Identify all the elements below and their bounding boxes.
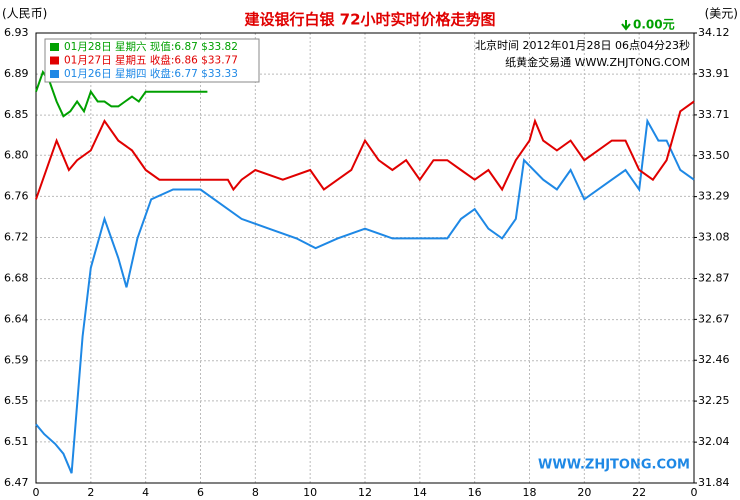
x-tick-label: 2 — [87, 486, 94, 499]
legend-label: 01月27日 星期五 收盘:6.86 $33.77 — [64, 54, 238, 67]
y2-tick-label: 33.29 — [698, 190, 730, 203]
change-annotation: 0.00元 — [633, 18, 675, 32]
series-line — [35, 100, 695, 200]
x-tick-label: 16 — [468, 486, 482, 499]
y-tick-label: 6.93 — [4, 26, 29, 39]
legend-swatch — [50, 56, 59, 65]
y2-tick-label: 34.12 — [698, 26, 730, 39]
x-tick-label: 0 — [33, 486, 40, 499]
y-tick-label: 6.59 — [4, 354, 29, 367]
y-tick-label: 6.64 — [4, 313, 29, 326]
x-tick-label: 20 — [577, 486, 591, 499]
y-tick-label: 6.47 — [4, 476, 29, 489]
y2-tick-label: 31.84 — [698, 476, 730, 489]
y-tick-label: 6.68 — [4, 272, 29, 285]
series-line — [35, 117, 695, 474]
y-tick-label: 6.85 — [4, 108, 29, 121]
y-tick-label: 6.80 — [4, 148, 29, 161]
y-tick-label: 6.76 — [4, 189, 29, 202]
x-tick-label: 18 — [523, 486, 537, 499]
x-tick-label: 8 — [252, 486, 259, 499]
legend-box — [44, 38, 260, 83]
legend-swatch — [50, 70, 59, 78]
y-axis-label: (人民币) — [2, 7, 47, 21]
y-tick-label: 6.89 — [4, 67, 29, 80]
legend-label: 01月28日 星期六 现值:6.87 $33.82 — [64, 40, 238, 53]
y-tick-label: 6.51 — [4, 435, 29, 448]
x-tick-label: 0 — [691, 486, 698, 499]
down-arrow — [621, 20, 631, 31]
y-tick-label: 6.72 — [4, 230, 29, 243]
plot-border — [35, 32, 695, 484]
chart-title: 建设银行白银 72小时实时价格走势图 — [244, 11, 495, 29]
source-note: 纸黄金交易通 WWW.ZHJTONG.COM — [505, 55, 690, 69]
legend-label: 01月26日 星期四 收盘:6.77 $33.33 — [64, 67, 238, 80]
y2-tick-label: 32.67 — [698, 312, 730, 325]
x-tick-label: 12 — [358, 486, 372, 499]
x-tick-label: 22 — [632, 486, 646, 499]
y2-tick-label: 33.50 — [698, 149, 730, 162]
x-tick-label: 6 — [197, 486, 204, 499]
x-tick-label: 14 — [413, 486, 427, 499]
y2-tick-label: 32.46 — [698, 353, 730, 366]
y-tick-label: 6.55 — [4, 394, 29, 407]
y2-tick-label: 32.25 — [698, 394, 730, 407]
y2-tick-label: 33.71 — [698, 108, 730, 121]
time-note: 北京时间 2012年01月28日 06点04分23秒 — [475, 38, 690, 52]
x-tick-label: 10 — [303, 486, 317, 499]
legend-swatch — [50, 43, 59, 51]
series-line — [35, 69, 208, 118]
y2-tick-label: 33.08 — [698, 230, 730, 243]
y2-tick-label: 32.04 — [698, 435, 730, 448]
watermark: WWW.ZHJTONG.COM — [538, 458, 690, 473]
x-tick-label: 4 — [142, 486, 149, 499]
y2-tick-label: 33.91 — [698, 67, 730, 80]
y2-tick-label: 32.87 — [698, 272, 730, 285]
y2-axis-label: (美元) — [705, 7, 738, 21]
